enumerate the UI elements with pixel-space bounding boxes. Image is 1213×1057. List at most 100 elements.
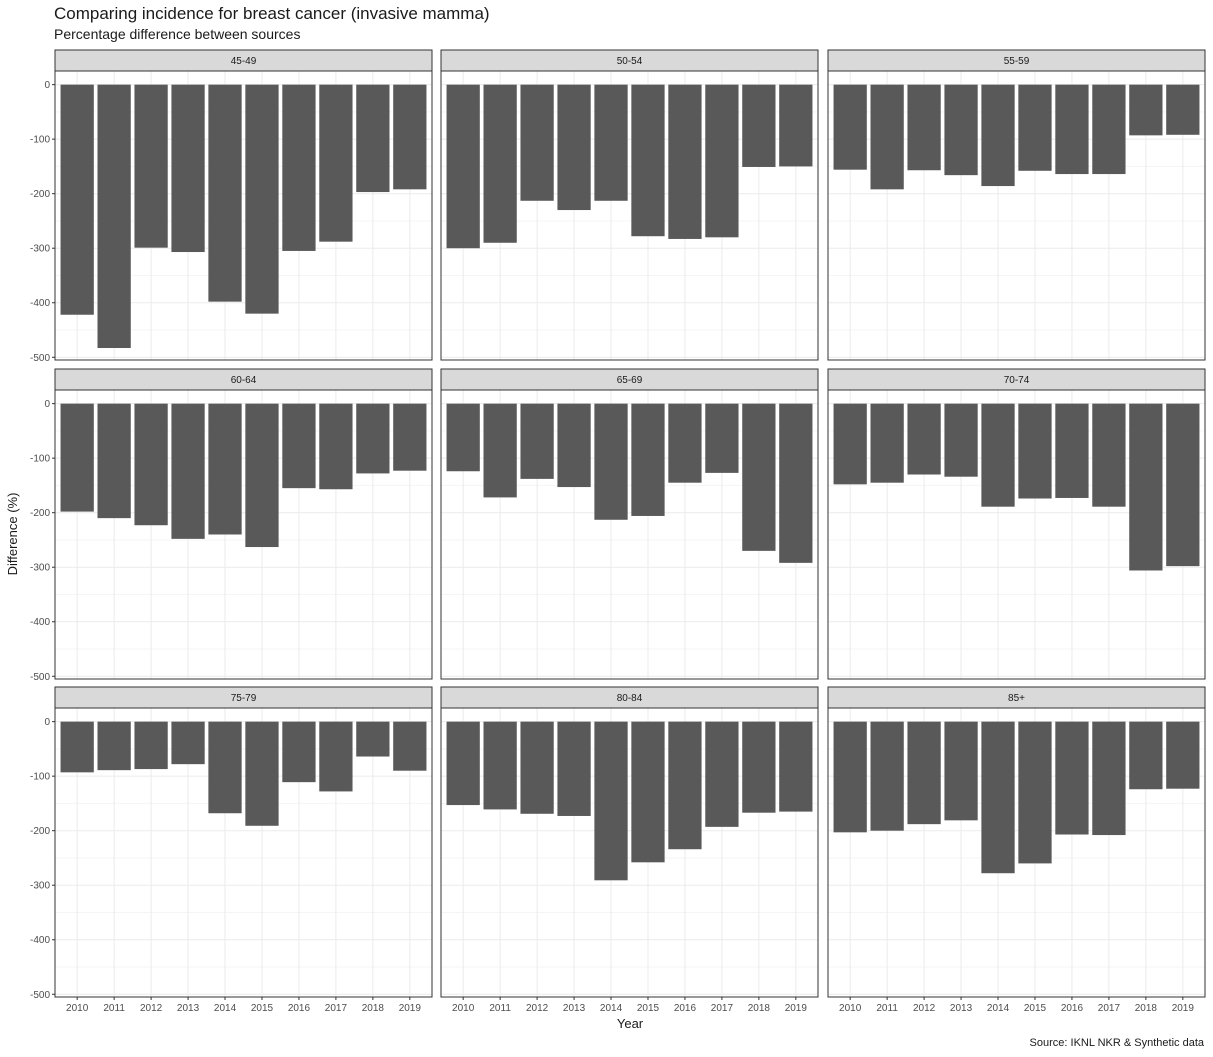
x-tick-label: 2010	[452, 1003, 475, 1014]
bar-2017	[1092, 403, 1126, 507]
bar-2010	[446, 721, 480, 806]
bar-2012	[520, 721, 554, 814]
bar-2011	[870, 721, 904, 831]
facet-strip-label: 45-49	[231, 56, 257, 67]
bar-2016	[1055, 721, 1089, 835]
y-tick-label: -500	[30, 990, 50, 1001]
facet-strip-label: 75-79	[231, 693, 257, 704]
y-tick-label: -200	[30, 189, 50, 200]
facet-strip	[54, 686, 433, 709]
bar-2014	[594, 721, 628, 881]
y-tick-label: -400	[30, 617, 50, 628]
bar-2011	[870, 403, 904, 483]
bar-2014	[594, 403, 628, 520]
bar-2012	[520, 84, 554, 201]
bar-2012	[134, 403, 168, 526]
bar-2019	[779, 721, 813, 812]
bar-2019	[1166, 84, 1200, 135]
bar-2010	[60, 721, 94, 773]
bar-2013	[171, 84, 205, 253]
x-tick-label: 2012	[140, 1003, 163, 1014]
y-axis-title: Difference (%)	[5, 493, 20, 576]
bar-2014	[208, 84, 242, 302]
bar-2014	[594, 84, 628, 201]
bar-2017	[319, 84, 353, 242]
bar-2011	[483, 721, 517, 810]
bar-2013	[557, 403, 591, 488]
facet-strip	[827, 49, 1206, 72]
bar-2013	[944, 84, 978, 176]
facet-panel-85plus: 85+ 2010 2011 2012 2013 2014 2015 2016 2017 2018 2…	[827, 686, 1206, 1014]
bar-2010	[60, 403, 94, 512]
x-tick-label: 2014	[987, 1003, 1010, 1014]
x-tick-label: 2016	[674, 1003, 697, 1014]
x-tick-label: 2018	[748, 1003, 771, 1014]
bar-2016	[282, 84, 316, 251]
bar-2012	[134, 721, 168, 770]
bar-2010	[446, 84, 480, 249]
facet-strip-label: 65-69	[617, 375, 643, 386]
y-tick-label: -100	[30, 135, 50, 146]
bar-2014	[981, 721, 1015, 874]
bar-2011	[870, 84, 904, 190]
bar-2015	[1018, 84, 1052, 171]
bar-2012	[520, 403, 554, 479]
bar-2018	[742, 721, 776, 813]
facet-panel-60-64: 60-64 0 -100 -200 -300 -400 -500	[30, 368, 433, 683]
facet-strip	[827, 686, 1206, 709]
x-tick-label: 2019	[1172, 1003, 1195, 1014]
bar-2015	[631, 403, 665, 516]
x-tick-label: 2017	[711, 1003, 734, 1014]
x-tick-label: 2015	[251, 1003, 274, 1014]
facet-strip-label: 70-74	[1004, 375, 1030, 386]
bar-2018	[356, 84, 390, 193]
bar-2015	[245, 84, 279, 314]
x-tick-label: 2019	[785, 1003, 808, 1014]
y-tick-label: -500	[30, 672, 50, 683]
bar-2014	[208, 403, 242, 535]
bar-2019	[393, 403, 427, 471]
x-tick-label: 2017	[1098, 1003, 1121, 1014]
bar-2016	[668, 721, 702, 850]
facet-strip-label: 50-54	[617, 56, 643, 67]
bar-2013	[557, 84, 591, 211]
bar-2011	[97, 403, 131, 519]
bar-2017	[705, 403, 739, 473]
chart-title: Comparing incidence for breast cancer (i…	[54, 4, 490, 23]
x-tick-label: 2013	[563, 1003, 586, 1014]
x-tick-label: 2013	[177, 1003, 200, 1014]
bar-2017	[705, 721, 739, 827]
y-tick-label: -100	[30, 772, 50, 783]
y-tick-label: -300	[30, 563, 50, 574]
facet-panel-55-59: 55-59	[827, 49, 1206, 361]
bar-2012	[907, 84, 941, 171]
y-tick-label: -500	[30, 353, 50, 364]
x-tick-label: 2012	[526, 1003, 549, 1014]
x-tick-label: 2010	[66, 1003, 89, 1014]
bar-2011	[483, 403, 517, 498]
bar-2017	[319, 721, 353, 792]
y-tick-label: -400	[30, 298, 50, 309]
bar-2018	[742, 403, 776, 551]
facet-panel-65-69: 65-69	[440, 368, 819, 680]
bar-2016	[668, 403, 702, 483]
facet-strip	[440, 368, 819, 391]
y-tick-label: -300	[30, 881, 50, 892]
x-tick-label: 2011	[103, 1003, 125, 1014]
bar-2013	[944, 403, 978, 477]
bar-2019	[393, 84, 427, 190]
bar-2019	[1166, 403, 1200, 567]
bar-2015	[631, 84, 665, 237]
facet-strip-label: 55-59	[1004, 56, 1030, 67]
y-tick-label: -100	[30, 454, 50, 465]
facet-strip-label: 85+	[1008, 693, 1025, 704]
bar-2013	[557, 721, 591, 816]
bar-2016	[282, 721, 316, 783]
bar-2011	[97, 84, 131, 349]
x-tick-label: 2015	[1024, 1003, 1047, 1014]
bar-2018	[1129, 84, 1163, 136]
y-tick-label: -300	[30, 244, 50, 255]
bar-2014	[981, 403, 1015, 507]
bar-2013	[171, 403, 205, 539]
x-axis-title: Year	[617, 1016, 644, 1031]
